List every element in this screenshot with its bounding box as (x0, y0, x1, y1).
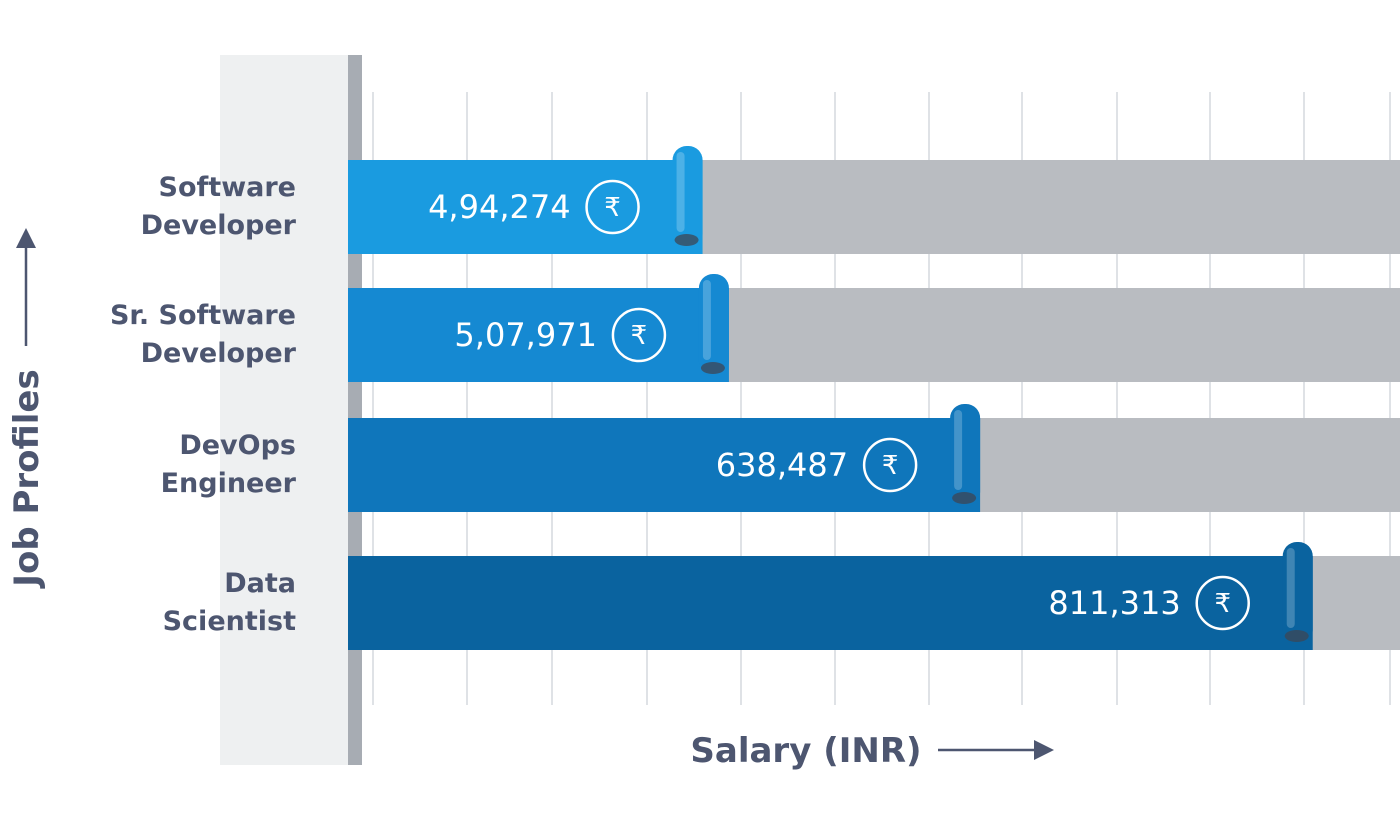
y-axis: Job Profiles (7, 228, 47, 589)
bar-scroll-highlight (954, 410, 963, 490)
bar-scroll-curl (698, 274, 729, 376)
category-labels: Software Developer Sr. Software Developer De… (110, 172, 297, 637)
category-label-line: Sr. Software (110, 300, 296, 331)
category-label: Sr. Software Developer (110, 300, 297, 369)
axis-panel (220, 55, 360, 765)
x-axis-title: Salary (INR) (690, 731, 921, 771)
category-label-line: Software (159, 172, 296, 203)
bar-value-label: 638,487 (716, 446, 848, 484)
rupee-symbol: ₹ (604, 193, 621, 223)
bar-scroll-highlight (702, 280, 711, 360)
bar-group: ₹5,07,971 (348, 274, 729, 382)
bar-group: ₹811,313 (348, 542, 1313, 650)
bar-group: ₹638,487 (348, 404, 981, 512)
x-axis: Salary (INR) (690, 731, 1054, 771)
bar-group: ₹4,94,274 (348, 146, 703, 254)
bar-scroll-curl (950, 404, 981, 506)
bar (348, 556, 1313, 650)
bar-scroll-hole (1284, 630, 1309, 642)
x-axis-arrow-right-icon (1034, 740, 1054, 760)
rupee-symbol: ₹ (1214, 589, 1231, 619)
category-label-line: Developer (141, 338, 297, 369)
rupee-icon (1195, 575, 1250, 631)
rupee-icon (862, 437, 918, 493)
category-label-line: Engineer (161, 468, 297, 499)
bar-scroll-curl (672, 146, 703, 248)
bar (348, 418, 981, 512)
y-axis-title: Job Profiles (7, 369, 47, 588)
bar-scroll-hole (952, 492, 977, 504)
category-label-line: DevOps (179, 430, 296, 461)
category-label-line: Data (224, 568, 296, 599)
bar-value-label: 811,313 (1048, 584, 1180, 622)
rupee-symbol: ₹ (631, 321, 648, 351)
bar-scroll-curl (1282, 542, 1313, 644)
category-label-line: Developer (141, 210, 297, 241)
category-label: Data Scientist (163, 568, 296, 637)
rupee-icon (585, 179, 640, 235)
bar (348, 160, 703, 254)
category-label: Software Developer (141, 172, 297, 241)
y-axis-arrow-up-icon (16, 228, 36, 248)
bar-value-label: 4,94,274 (428, 188, 571, 226)
bars: ₹4,94,274₹5,07,971₹638,487₹811,313 (348, 146, 1313, 650)
bar-scroll-highlight (676, 152, 685, 232)
category-label: DevOps Engineer (161, 430, 297, 499)
bar-scroll-hole (674, 234, 699, 246)
rupee-symbol: ₹ (882, 451, 899, 481)
bar-scroll-highlight (1286, 548, 1295, 628)
category-label-line: Scientist (163, 606, 296, 637)
bar-scroll-hole (700, 362, 725, 374)
rupee-icon (611, 307, 667, 363)
bar-value-label: 5,07,971 (454, 316, 597, 354)
